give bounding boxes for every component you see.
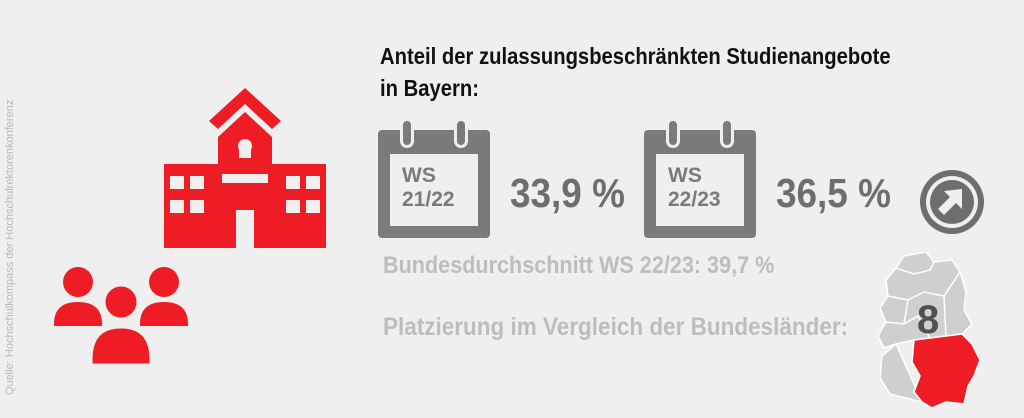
semester-2-ws: WS (668, 164, 702, 187)
people-group-icon (54, 267, 188, 369)
calendar-icon (378, 118, 490, 238)
semester-2-value: 36,5 % (776, 170, 891, 216)
semester-label-1: WS 21/22 (402, 164, 455, 212)
trend-up-arrow-icon (920, 170, 984, 234)
source-note: Quelle: Hochschulkompass der Hochschulre… (4, 99, 16, 395)
rank-number: 8 (917, 298, 940, 342)
semester-1-value: 33,9 % (510, 170, 625, 216)
national-average: Bundesdurchschnitt WS 22/23: 39,7 % (383, 252, 775, 279)
headline-line-1: Anteil der zulassungsbeschränkten Studie… (380, 43, 891, 69)
semester-1-ws: WS (402, 164, 436, 187)
germany-map-icon (877, 252, 981, 409)
semester-2-year: 22/23 (668, 188, 721, 211)
headline: Anteil der zulassungsbeschränkten Studie… (380, 40, 891, 104)
semester-1-year: 21/22 (402, 188, 455, 211)
school-building-icon (164, 88, 326, 248)
semester-label-2: WS 22/23 (668, 164, 721, 212)
headline-line-2: in Bayern: (380, 75, 479, 101)
ranking-label: Platzierung im Vergleich der Bundeslände… (383, 313, 849, 341)
calendar-icon (644, 118, 756, 238)
